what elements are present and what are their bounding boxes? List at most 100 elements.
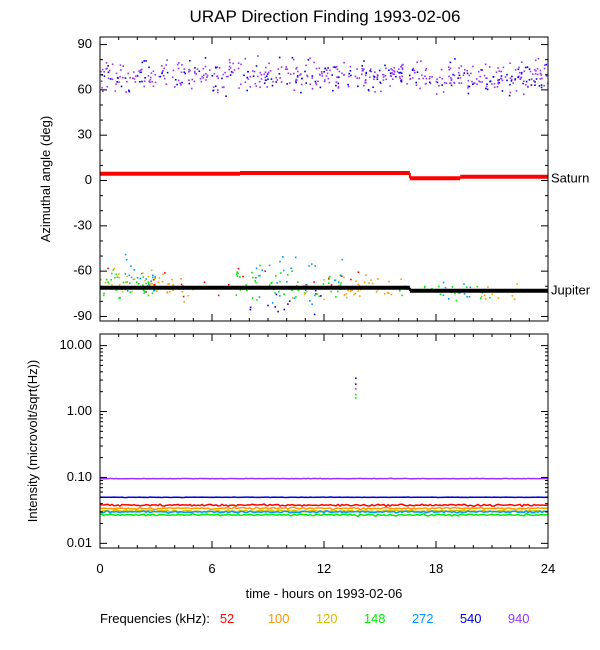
data-point-940khz (536, 67, 539, 70)
data-point-540khz (107, 71, 110, 74)
data-point-940khz (115, 72, 118, 75)
data-point-940khz (364, 82, 366, 84)
data-point-940khz (106, 85, 109, 88)
data-point-940khz (334, 66, 337, 69)
data-point-100khz (162, 273, 164, 276)
data-point-940khz (163, 67, 165, 70)
data-point-940khz (356, 77, 358, 79)
data-point-940khz (473, 82, 476, 85)
data-point-148khz (118, 297, 120, 299)
data-point-148khz (110, 279, 112, 281)
data-point-540khz (332, 89, 334, 92)
data-point-148khz (489, 296, 491, 299)
data-point-540khz (265, 79, 267, 82)
intensity-tick-label: 0.10 (67, 469, 92, 484)
data-point-540khz (379, 81, 381, 84)
data-point-940khz (449, 67, 452, 70)
data-point-540khz (486, 88, 489, 91)
data-point-272khz (466, 296, 468, 298)
data-point-148khz (439, 293, 442, 295)
data-point-940khz (228, 68, 230, 71)
data-point-940khz (453, 74, 456, 77)
data-point-940khz (545, 75, 548, 77)
data-point-120khz (142, 272, 144, 275)
data-point-940khz (472, 65, 474, 68)
data-point-52khz (357, 271, 360, 273)
data-point-540khz (275, 293, 278, 296)
data-point-272khz (308, 265, 310, 267)
data-point-940khz (265, 66, 267, 69)
data-point-120khz (323, 298, 325, 301)
data-point-940khz (114, 90, 117, 92)
data-point-120khz (292, 297, 294, 299)
data-point-540khz (243, 74, 245, 77)
data-point-940khz (139, 69, 142, 71)
data-point-540khz (510, 80, 513, 82)
intensity-line-148khz (99, 512, 549, 518)
data-point-120khz (131, 290, 133, 293)
data-point-940khz (209, 69, 211, 71)
data-point-540khz (145, 60, 147, 62)
data-point-940khz (435, 80, 438, 83)
data-point-148khz (275, 275, 277, 277)
data-point-540khz (140, 71, 142, 74)
data-point-940khz (257, 75, 259, 78)
data-point-940khz (309, 57, 311, 60)
data-point-940khz (488, 66, 491, 68)
data-point-940khz (361, 68, 364, 70)
data-point-272khz (339, 274, 342, 277)
data-point-148khz (401, 294, 403, 297)
data-point-120khz (144, 279, 146, 282)
data-point-940khz (533, 68, 536, 71)
data-point-148khz (102, 294, 105, 297)
data-point-940khz (295, 80, 297, 82)
data-point-940khz (480, 69, 482, 71)
data-point-540khz (305, 82, 307, 84)
data-point-148khz (481, 292, 484, 294)
data-point-940khz (501, 79, 504, 82)
data-point-100khz (350, 289, 352, 292)
data-point-148khz (147, 281, 150, 283)
data-point-940khz (309, 83, 312, 85)
data-point-940khz (399, 77, 402, 80)
data-point-940khz (264, 71, 267, 73)
data-point-940khz (531, 78, 533, 80)
data-point-540khz (517, 76, 520, 78)
data-point-940khz (419, 87, 421, 90)
data-point-272khz (304, 289, 307, 292)
data-point-940khz (511, 78, 513, 81)
data-point-540khz (300, 91, 302, 94)
intensity-line-540khz (99, 496, 549, 499)
data-point-940khz (450, 79, 453, 82)
intensity-tick-label: 1.00 (67, 403, 92, 418)
data-point-940khz (154, 81, 157, 84)
data-point-52khz (242, 275, 244, 278)
data-point-940khz (398, 76, 401, 78)
data-point-100khz (172, 283, 174, 286)
data-point-940khz (321, 75, 324, 77)
data-point-940khz (165, 64, 167, 66)
azimuth-panel: 90 60 30 0 -30 -60 -90 Azimuthal angle (deg) S… (38, 36, 591, 323)
data-point-540khz (492, 76, 495, 78)
data-point-148khz (112, 269, 115, 271)
data-point-940khz (498, 70, 501, 72)
data-point-940khz (222, 73, 225, 76)
data-point-940khz (201, 75, 203, 78)
data-point-940khz (497, 83, 500, 85)
data-point-940khz (151, 80, 153, 83)
data-point-540khz (176, 83, 178, 86)
data-point-940khz (363, 84, 365, 87)
data-point-272khz (341, 258, 344, 261)
data-point-148khz (236, 275, 239, 277)
data-point-148khz (129, 291, 131, 293)
data-point-940khz (448, 68, 450, 71)
data-point-940khz (122, 65, 124, 67)
data-point-940khz (400, 79, 403, 81)
data-point-940khz (101, 86, 103, 89)
data-point-940khz (424, 75, 426, 77)
data-point-540khz (347, 83, 349, 86)
data-point-272khz (136, 277, 139, 279)
data-point-940khz (249, 86, 251, 88)
data-point-940khz (362, 69, 364, 72)
data-point-940khz (100, 80, 103, 82)
